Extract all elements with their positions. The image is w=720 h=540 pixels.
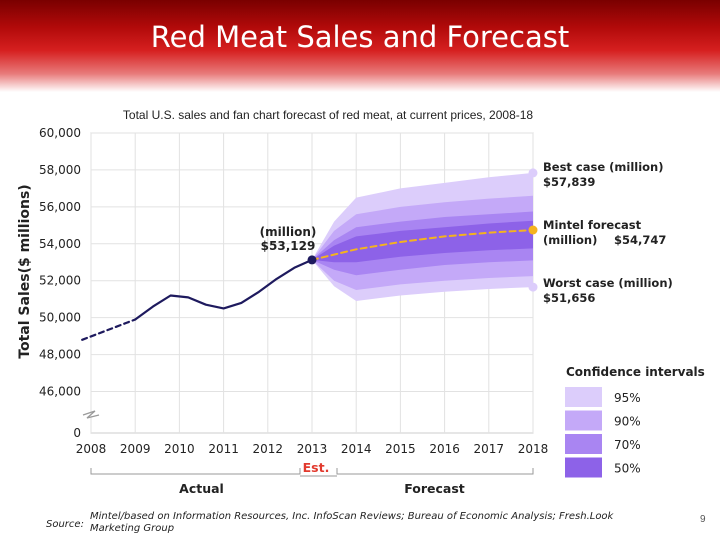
x-tick-label: 2013	[297, 442, 328, 456]
x-tick-label: 2015	[385, 442, 416, 456]
actual-label: Actual	[179, 481, 224, 496]
forecast-line	[311, 229, 534, 261]
legend-label: 70%	[614, 438, 641, 452]
best-case-point	[528, 168, 538, 178]
title-banner	[0, 0, 720, 92]
actual-line	[134, 258, 314, 321]
forecast-label: Forecast	[404, 481, 465, 496]
x-tick-label: 2011	[208, 442, 239, 456]
x-tick-label: 2016	[429, 442, 460, 456]
legend-swatch	[565, 387, 602, 407]
best-case-label: Best case (million)	[543, 160, 664, 174]
chart-title: Total U.S. sales and fan chart forecast …	[122, 108, 534, 122]
est-label: Est.	[303, 460, 330, 475]
x-tick-label: 2014	[341, 442, 372, 456]
legend-title: Confidence intervals	[566, 365, 705, 379]
best-case-value: $57,839	[543, 175, 595, 189]
fan-band-50pct	[312, 220, 533, 263]
current-label: (million)	[260, 225, 317, 239]
mintel-forecast-unit: (million)	[543, 233, 597, 247]
legend-label: 90%	[614, 415, 641, 429]
source-text: Mintel/based on Information Resources, I…	[90, 511, 614, 534]
x-tick-label: 2009	[120, 442, 151, 456]
y-tick-label: 56,000	[39, 200, 81, 214]
legend-label: 95%	[614, 391, 641, 405]
x-tick-label: 2010	[164, 442, 195, 456]
legend-swatch	[565, 457, 602, 478]
y-tick-label: 58,000	[39, 163, 81, 177]
forecast-bracket	[336, 468, 534, 475]
y-tick-label: 0	[73, 426, 81, 440]
worst-case-value: $51,656	[543, 291, 595, 305]
mintel-forecast-point	[528, 225, 538, 235]
axis-break-icon	[82, 410, 100, 419]
y-tick-label: 46,000	[39, 385, 81, 399]
y-tick-label: 50,000	[39, 311, 81, 325]
y-tick-label: 60,000	[39, 126, 81, 140]
x-tick-label: 2018	[518, 442, 549, 456]
legend-swatch	[565, 410, 602, 431]
current-point	[307, 255, 317, 265]
y-tick-label: 54,000	[39, 237, 81, 251]
worst-case-label: Worst case (million)	[543, 276, 673, 290]
mintel-forecast-value: $54,747	[614, 233, 666, 247]
y-axis-label: Total Sales($ millions)	[17, 184, 33, 358]
y-tick-label: 52,000	[39, 274, 81, 288]
worst-case-point	[528, 282, 538, 292]
y-tick-label: 48,000	[39, 348, 81, 362]
legend-label: 50%	[614, 462, 641, 476]
current-value: $53,129	[261, 239, 316, 253]
x-tick-label: 2012	[253, 442, 284, 456]
x-tick-label: 2008	[76, 442, 107, 456]
page-number: 9	[700, 514, 706, 525]
actual-line	[81, 318, 137, 341]
x-tick-label: 2017	[474, 442, 505, 456]
fan-chart: 46,000 48,000 50,000 52,000 54,000 56,000 58,0…	[17, 126, 705, 496]
source-label: Source:	[46, 519, 84, 530]
mintel-forecast-label: Mintel forecast	[543, 218, 642, 232]
slide-title: Red Meat Sales and Forecast	[150, 20, 570, 54]
legend-swatch	[565, 434, 602, 454]
actual-bracket	[90, 468, 301, 475]
